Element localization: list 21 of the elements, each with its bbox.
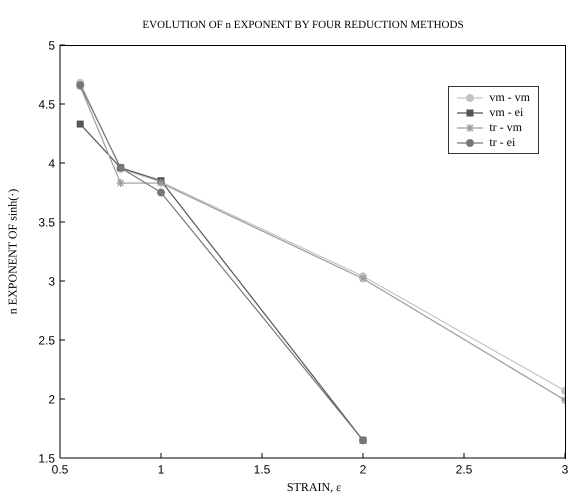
legend-label: tr - ei xyxy=(489,135,516,150)
x-tick-label: 2.5 xyxy=(456,462,473,477)
y-tick-label: 5 xyxy=(48,38,56,52)
x-tick-label: 1 xyxy=(158,462,165,477)
x-axis-title: STRAIN, ε xyxy=(286,480,342,494)
x-tick-label: 0.5 xyxy=(52,462,69,477)
y-tick-label: 4 xyxy=(48,156,56,170)
y-tick-label: 3 xyxy=(48,274,56,288)
legend-label: vm - ei xyxy=(489,105,524,120)
y-tick-label: 3.5 xyxy=(38,215,56,230)
y-tick-label: 4.5 xyxy=(38,97,56,112)
y-tick-label: 2.5 xyxy=(38,333,56,348)
x-tick-label: 1.5 xyxy=(254,462,271,477)
chart-title: EVOLUTION OF n EXPONENT BY FOUR REDUCTION METHODS xyxy=(142,19,464,31)
x-tick-label: 2 xyxy=(360,462,367,477)
legend-label: tr - vm xyxy=(489,120,522,135)
y-tick-label: 2 xyxy=(48,392,56,406)
x-tick-label: 3 xyxy=(562,462,569,477)
y-axis-title: n EXPONENT OF sinh(·) xyxy=(5,188,20,314)
y-tick-label: 1.5 xyxy=(38,451,56,466)
legend-label: vm - vm xyxy=(489,90,530,105)
